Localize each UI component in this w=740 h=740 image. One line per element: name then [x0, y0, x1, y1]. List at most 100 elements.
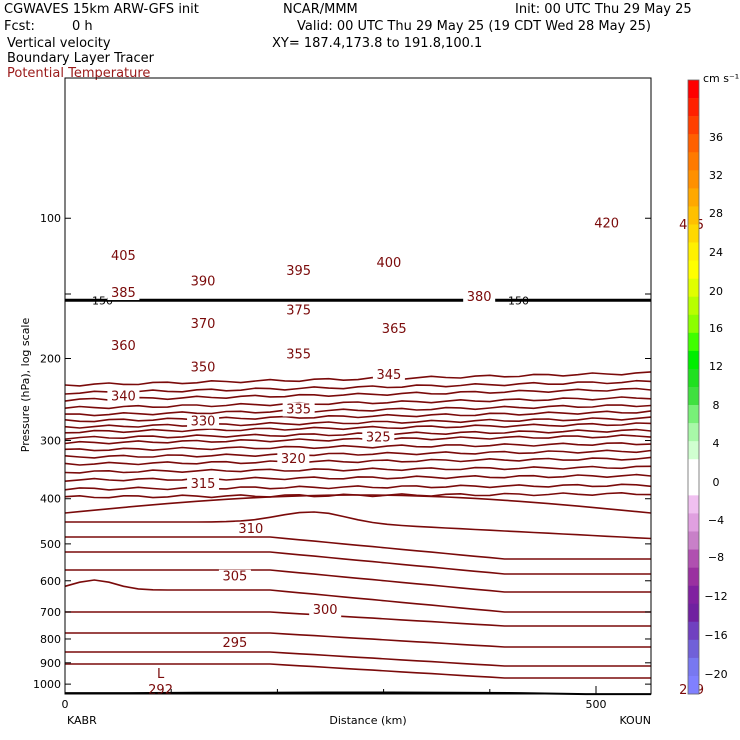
colorbar-label: −12 [704, 590, 727, 603]
colorbar-swatch [688, 676, 699, 694]
theta-label: 295 [223, 636, 248, 651]
theta-label: 325 [366, 430, 391, 445]
colorbar-swatch [688, 550, 699, 568]
low-marker-letter: L [157, 667, 165, 682]
colorbar-label: −4 [708, 514, 724, 527]
x-axis-label: Distance (km) [329, 714, 406, 727]
colorbar-swatch [688, 152, 699, 170]
colorbar-swatch [688, 315, 699, 333]
colorbar-swatch [688, 459, 699, 477]
colorbar-label: 0 [713, 476, 720, 489]
theta-label: 420 [594, 216, 619, 231]
colorbar-swatch [688, 170, 699, 188]
colorbar-label: 32 [709, 169, 723, 182]
colorbar-swatch [688, 297, 699, 315]
theta-label: 350 [191, 360, 216, 375]
colorbar-swatch [688, 531, 699, 549]
colorbar-swatch [688, 387, 699, 405]
y-tick-label: 100 [40, 212, 61, 225]
tropopause-label: 150 [508, 294, 529, 307]
left-endpoint-label: KABR [67, 714, 97, 727]
colorbar-swatch [688, 568, 699, 586]
y-tick-label: 700 [40, 606, 61, 619]
colorbar-swatch [688, 351, 699, 369]
y-tick-label: 600 [40, 575, 61, 588]
colorbar-swatch [688, 188, 699, 206]
theta-label: 320 [281, 452, 306, 467]
colorbar-swatch [688, 640, 699, 658]
colorbar-swatch [688, 261, 699, 279]
x-tick-label: 0 [62, 698, 69, 711]
theta-label: 405 [111, 249, 136, 264]
colorbar-swatch [688, 116, 699, 134]
theta-contour [65, 580, 651, 612]
theta-label: 305 [223, 570, 248, 585]
theta-label: 375 [286, 304, 311, 319]
colorbar-swatch [688, 622, 699, 640]
theta-contour [65, 484, 651, 490]
y-tick-label: 1000 [33, 678, 61, 691]
y-axis-label: Pressure (hPa), log scale [19, 318, 32, 453]
colorbar-units: cm s⁻¹ [703, 72, 739, 85]
theta-contour [65, 443, 651, 451]
theta-label: 370 [191, 317, 216, 332]
theta-contour [65, 633, 651, 647]
theta-label: 300 [313, 603, 338, 618]
colorbar-swatch [688, 243, 699, 261]
colorbar-label: −20 [704, 668, 727, 681]
colorbar-swatch [688, 279, 699, 297]
low-marker-value: 292 [148, 683, 173, 698]
colorbar-swatch [688, 604, 699, 622]
right-endpoint-label: KOUN [619, 714, 651, 727]
theta-label: 345 [376, 368, 401, 383]
colorbar-swatch [688, 441, 699, 459]
colorbar-label: 20 [709, 285, 723, 298]
colorbar-label: 36 [709, 131, 723, 144]
theta-contour [65, 450, 651, 458]
y-tick-label: 800 [40, 633, 61, 646]
theta-label: 310 [238, 522, 263, 537]
theta-label: 355 [286, 347, 311, 362]
y-tick-label: 200 [40, 352, 61, 365]
theta-contour [65, 457, 651, 465]
theta-label: 315 [191, 477, 216, 492]
colorbar-swatch [688, 134, 699, 152]
theta-contours: 150 150 [65, 294, 651, 678]
colorbar-label: −8 [708, 551, 724, 564]
colorbar-label: 28 [709, 207, 723, 220]
colorbar-label: 12 [709, 360, 723, 373]
theta-label: 380 [467, 290, 492, 305]
y-tick-label: 500 [40, 538, 61, 551]
colorbar-swatch [688, 513, 699, 531]
theta-label: 385 [111, 286, 136, 301]
y-tick-label: 400 [40, 493, 61, 506]
theta-contour [65, 397, 651, 408]
colorbar-label: −16 [704, 629, 727, 642]
colorbar-swatch [688, 369, 699, 387]
surface-layer: L292L289 [65, 667, 704, 698]
colorbar-label: 8 [713, 399, 720, 412]
colorbar-swatch [688, 586, 699, 604]
theta-label: 330 [191, 415, 216, 430]
colorbar-label: 24 [709, 246, 723, 259]
colorbar-swatch [688, 423, 699, 441]
y-tick-label: 300 [40, 435, 61, 448]
colorbar-label: 4 [713, 437, 720, 450]
theta-label: 340 [111, 389, 136, 404]
colorbar-swatch [688, 333, 699, 351]
colorbar-swatch [688, 80, 699, 98]
colorbar-swatch [688, 98, 699, 116]
colorbar: 36 32 28 24 20 16 12 8 4 0 −4 −8 −12 −16 −20 [688, 80, 728, 694]
colorbar-swatch [688, 495, 699, 513]
y-tick-label: 900 [40, 657, 61, 670]
x-tick-label: 500 [586, 698, 607, 711]
theta-label: 365 [382, 322, 407, 337]
theta-contour [65, 466, 651, 473]
colorbar-label: 16 [709, 322, 723, 335]
theta-label: 400 [376, 256, 401, 271]
colorbar-swatch [688, 477, 699, 495]
theta-contour [65, 612, 651, 626]
theta-label: 335 [286, 402, 311, 417]
colorbar-swatch [688, 405, 699, 423]
